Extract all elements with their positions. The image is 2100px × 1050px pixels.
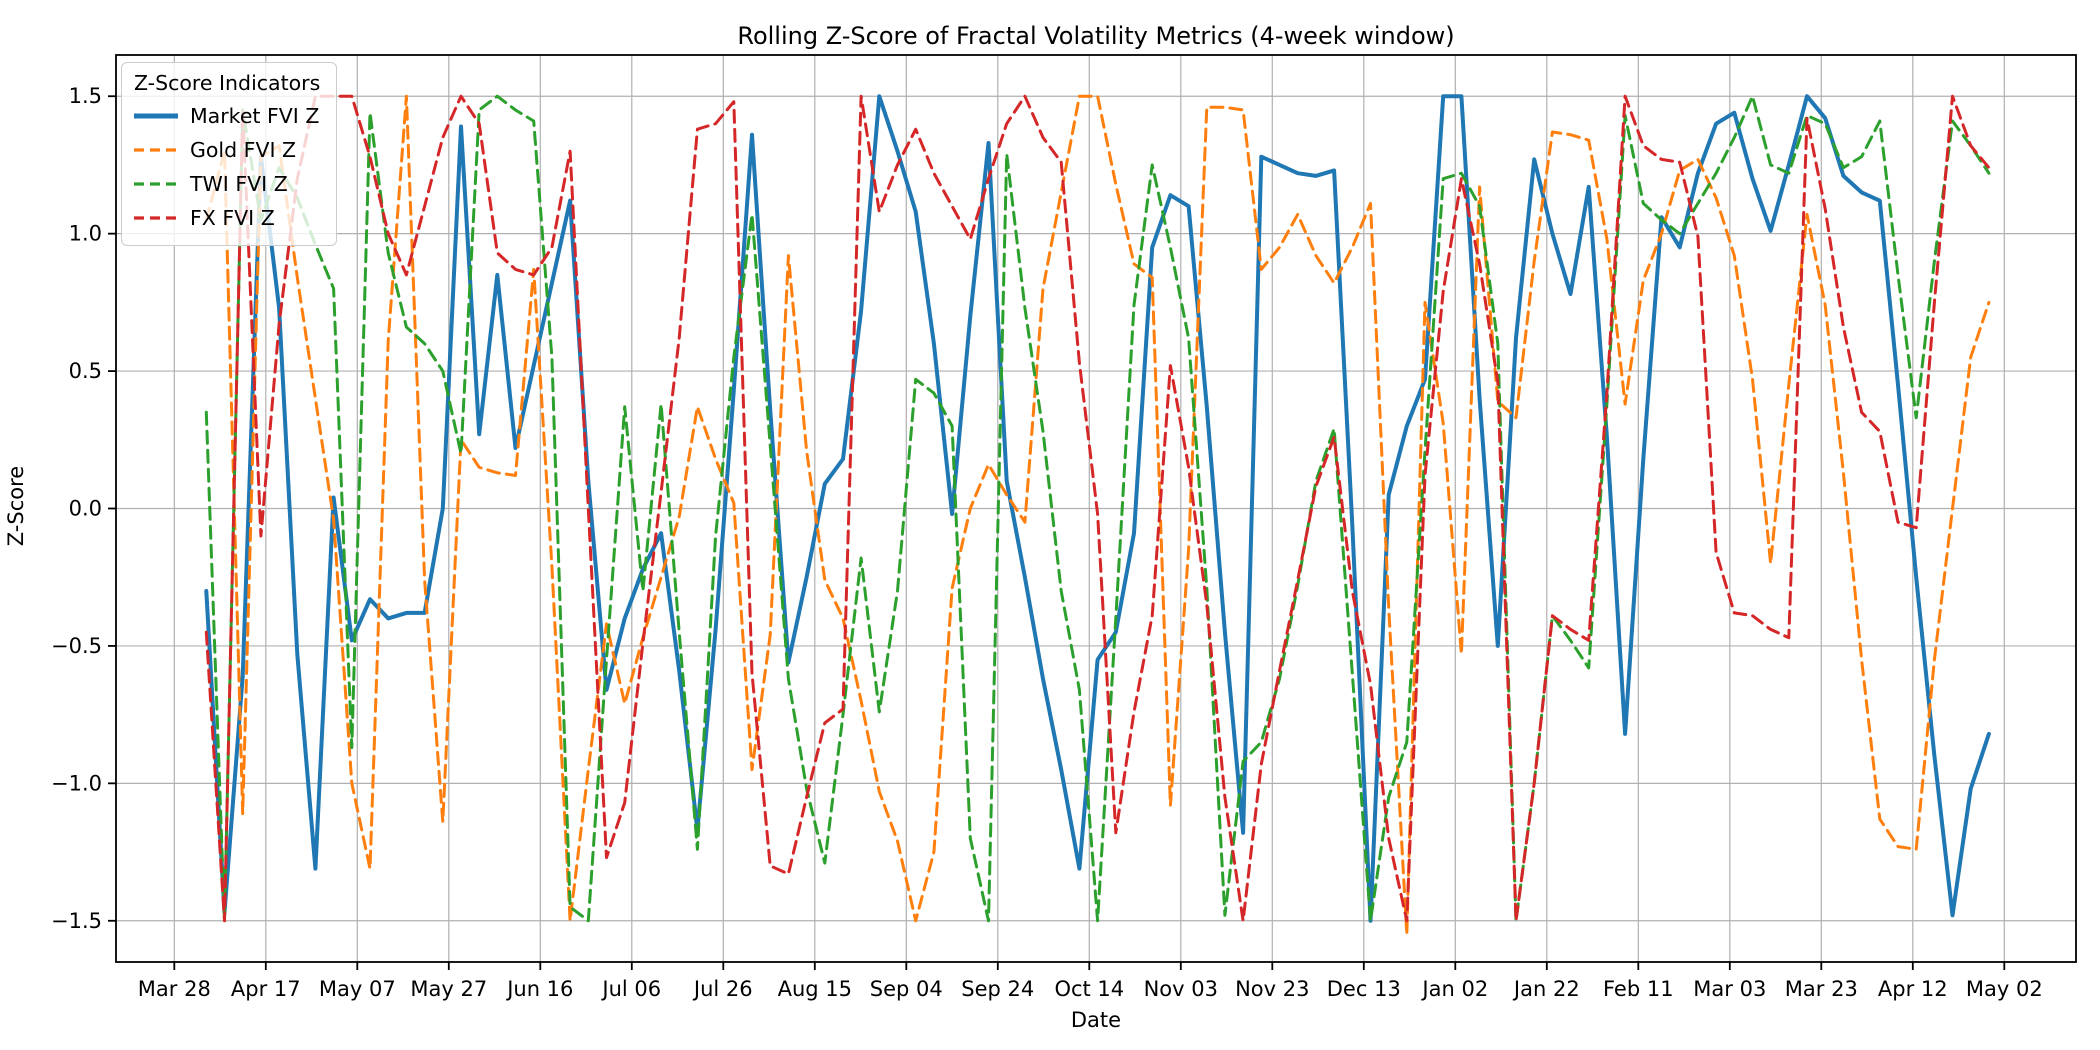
tick-labels: Mar 28 Apr 17 May 07 May 27 Jun 16 Jul 06 Jul … xyxy=(51,84,2043,1001)
x-axis-label: Date xyxy=(1070,1008,1122,1032)
x-tick-label: Mar 28 xyxy=(138,977,211,1001)
y-tick-label: −1.0 xyxy=(51,771,102,795)
y-tick-label: −0.5 xyxy=(51,634,102,658)
x-tick-label: Mar 23 xyxy=(1785,977,1858,1001)
y-axis-label: Z-Score xyxy=(4,465,28,547)
legend-label-twi: TWI FVI Z xyxy=(190,172,288,196)
legend-label-fx: FX FVI Z xyxy=(190,206,275,230)
legend-title: Z-Score Indicators xyxy=(134,71,321,95)
legend-item-twi: TWI FVI Z xyxy=(134,167,320,201)
legend-label-gold: Gold FVI Z xyxy=(190,138,297,162)
x-tick-label: May 07 xyxy=(319,977,396,1001)
series-market-line xyxy=(204,94,1991,923)
x-tick-label: Jan 22 xyxy=(1512,977,1580,1001)
x-tick-label: Jul 26 xyxy=(692,977,753,1001)
legend-item-fx: FX FVI Z xyxy=(134,201,320,235)
x-tick-label: May 02 xyxy=(1966,977,2043,1001)
x-tick-label: May 27 xyxy=(410,977,487,1001)
legend-swatch-gold-icon xyxy=(134,148,178,152)
legend-item-gold: Gold FVI Z xyxy=(134,133,320,167)
x-tick-label: Feb 11 xyxy=(1603,977,1674,1001)
y-tick-label: 1.5 xyxy=(69,84,102,108)
y-tick-label: 0.0 xyxy=(69,497,102,521)
x-tick-label: Jul 06 xyxy=(600,977,661,1001)
x-tick-label: Sep 24 xyxy=(961,977,1034,1001)
x-tick-label: Jun 16 xyxy=(505,977,573,1001)
x-tick-label: Apr 12 xyxy=(1878,977,1948,1001)
series-fx-line xyxy=(204,94,1991,923)
legend-label-market: Market FVI Z xyxy=(190,104,320,128)
y-tick-label: 0.5 xyxy=(69,359,102,383)
legend-swatch-twi-icon xyxy=(134,182,178,186)
legend: Z-Score Indicators Market FVI Z Gold FVI… xyxy=(121,62,338,246)
x-tick-label: Jan 02 xyxy=(1420,977,1488,1001)
legend-item-market: Market FVI Z xyxy=(134,99,320,133)
series-gold-line xyxy=(204,94,1991,936)
series-twi-line xyxy=(204,94,1991,923)
x-tick-label: Dec 13 xyxy=(1327,977,1401,1001)
legend-swatch-fx-icon xyxy=(134,216,178,220)
y-tick-label: 1.0 xyxy=(69,222,102,246)
x-tick-label: Oct 14 xyxy=(1054,977,1124,1001)
legend-swatch-market-icon xyxy=(134,113,178,119)
x-tick-label: Nov 23 xyxy=(1235,977,1309,1001)
x-tick-label: Apr 17 xyxy=(231,977,301,1001)
chart-title: Rolling Z-Score of Fractal Volatility Me… xyxy=(737,22,1455,50)
x-tick-label: Aug 15 xyxy=(778,977,852,1001)
x-tick-label: Sep 04 xyxy=(870,977,943,1001)
x-tick-label: Nov 03 xyxy=(1144,977,1218,1001)
x-tick-label: Mar 03 xyxy=(1693,977,1766,1001)
y-tick-label: −1.5 xyxy=(51,909,102,933)
